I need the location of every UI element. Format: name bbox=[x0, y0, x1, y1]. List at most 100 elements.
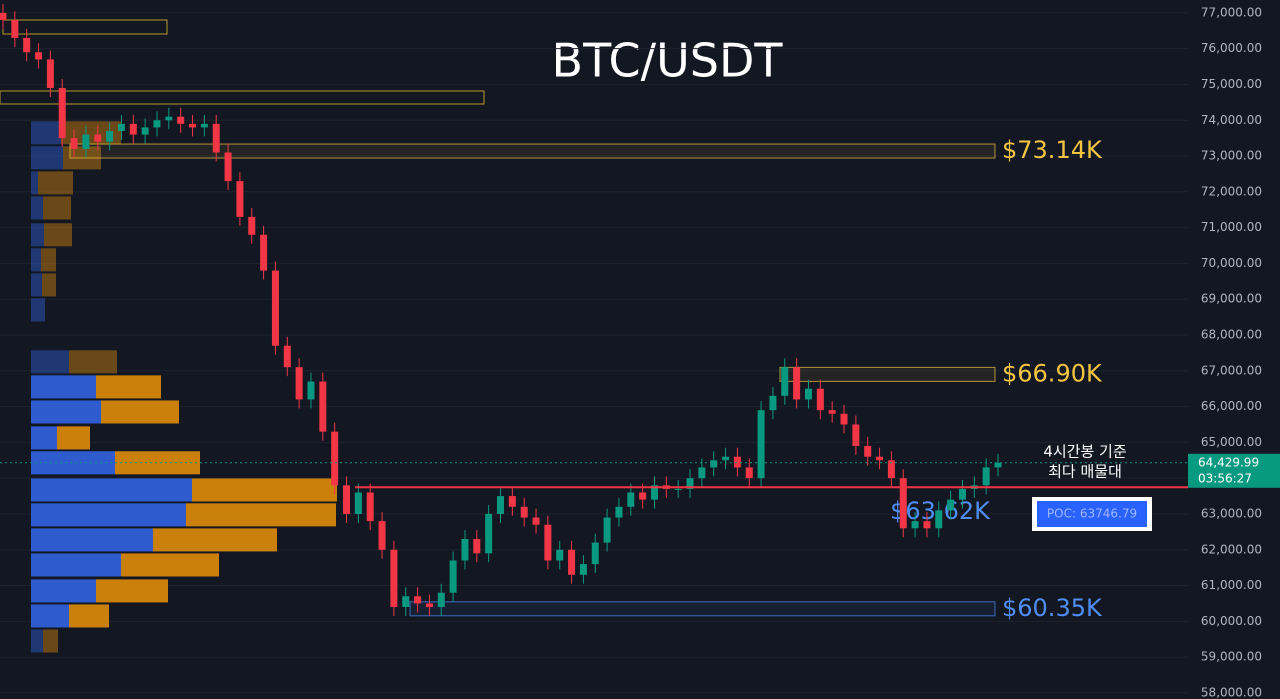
candle-body bbox=[200, 123, 208, 128]
candle-body bbox=[864, 445, 872, 457]
candle-body bbox=[307, 381, 315, 400]
candle-body bbox=[354, 492, 362, 514]
candle-body bbox=[271, 270, 279, 346]
candle-body bbox=[153, 120, 161, 128]
profile-buy bbox=[31, 503, 186, 527]
candle-body bbox=[579, 564, 587, 575]
profile-buy bbox=[31, 478, 192, 502]
candle-body bbox=[331, 431, 339, 486]
y-tick-label: 67,000.00 bbox=[1201, 363, 1262, 377]
profile-buy bbox=[31, 426, 57, 450]
y-tick-label: 75,000.00 bbox=[1201, 77, 1262, 91]
profile-buy bbox=[31, 298, 45, 322]
candle-body bbox=[224, 152, 232, 182]
candle-body bbox=[260, 234, 268, 271]
candle-body bbox=[461, 539, 469, 561]
candle-body bbox=[804, 388, 812, 400]
candle-body bbox=[520, 506, 528, 518]
candle-body bbox=[757, 410, 765, 479]
candle-body bbox=[769, 395, 777, 411]
candle-body bbox=[556, 549, 564, 561]
candle-body bbox=[402, 596, 410, 608]
candle-body bbox=[686, 478, 694, 489]
candle-body bbox=[94, 134, 102, 142]
profile-sell bbox=[96, 375, 161, 399]
profile-buy bbox=[31, 604, 69, 628]
candle-body bbox=[816, 388, 824, 411]
candle-body bbox=[733, 456, 741, 468]
candle-body bbox=[283, 345, 291, 368]
y-tick-label: 72,000.00 bbox=[1201, 184, 1262, 198]
y-tick-label: 62,000.00 bbox=[1201, 542, 1262, 556]
candle-body bbox=[390, 549, 398, 608]
profile-buy bbox=[31, 350, 69, 374]
last-price-label: 64,429.99 bbox=[1198, 455, 1259, 469]
chart-title: BTC/USDT bbox=[552, 34, 784, 88]
level-label: $66.90K bbox=[1002, 359, 1103, 387]
profile-buy bbox=[31, 629, 43, 653]
candle-body bbox=[994, 462, 1002, 468]
candle-body bbox=[627, 492, 635, 507]
candle-body bbox=[568, 549, 576, 575]
profile-sell bbox=[192, 478, 337, 502]
profile-buy bbox=[31, 171, 38, 195]
profile-buy bbox=[31, 223, 44, 247]
y-tick-label: 59,000.00 bbox=[1201, 650, 1262, 664]
candle-body bbox=[11, 20, 19, 38]
profile-sell bbox=[42, 273, 56, 297]
candle-body bbox=[982, 467, 990, 486]
level-zone bbox=[779, 366, 996, 382]
candle-body bbox=[165, 116, 173, 121]
candle-body bbox=[710, 460, 718, 468]
profile-sell bbox=[96, 579, 168, 603]
candle-body bbox=[828, 410, 836, 414]
candle-body bbox=[366, 492, 374, 522]
candle-body bbox=[23, 37, 31, 53]
profile-buy bbox=[31, 579, 96, 603]
candle-body bbox=[639, 492, 647, 500]
candle-body bbox=[745, 467, 753, 479]
candle-body bbox=[117, 123, 125, 131]
profile-sell bbox=[186, 503, 336, 527]
candle-body bbox=[923, 521, 931, 529]
candle-body bbox=[887, 460, 895, 479]
candle-body bbox=[698, 467, 706, 479]
candle-body bbox=[129, 123, 137, 135]
candle-body bbox=[414, 596, 422, 604]
profile-sell bbox=[57, 426, 90, 450]
candle-body bbox=[343, 485, 351, 514]
profile-buy bbox=[31, 273, 42, 297]
candle-body bbox=[852, 424, 860, 446]
profile-buy bbox=[31, 375, 96, 399]
y-tick-label: 74,000.00 bbox=[1201, 113, 1262, 127]
candle-body bbox=[236, 181, 244, 217]
candle-body bbox=[674, 488, 682, 490]
y-tick-label: 70,000.00 bbox=[1201, 256, 1262, 270]
candle-body bbox=[911, 521, 919, 529]
candle-body bbox=[0, 12, 7, 21]
candle-body bbox=[106, 130, 114, 142]
poc-label: POC: 63746.79 bbox=[1047, 507, 1137, 521]
candle-body bbox=[425, 603, 433, 608]
level-zone bbox=[69, 143, 996, 159]
last-price-tag bbox=[1188, 453, 1280, 488]
y-tick-label: 73,000.00 bbox=[1201, 149, 1262, 163]
profile-sell bbox=[44, 223, 72, 247]
candle-body bbox=[958, 488, 966, 500]
profile-sell bbox=[43, 196, 71, 220]
y-tick-label: 66,000.00 bbox=[1201, 399, 1262, 413]
candle-body bbox=[437, 592, 445, 608]
y-tick-label: 69,000.00 bbox=[1201, 292, 1262, 306]
candle-body bbox=[899, 478, 907, 529]
profile-buy bbox=[31, 121, 61, 145]
profile-sell bbox=[153, 528, 277, 552]
y-tick-label: 58,000.00 bbox=[1201, 685, 1262, 699]
candle-body bbox=[58, 88, 66, 139]
profile-buy bbox=[31, 451, 115, 475]
candle-body bbox=[591, 542, 599, 565]
note-line: 4시간봉 기준 bbox=[1043, 443, 1127, 461]
candle-body bbox=[82, 134, 90, 149]
